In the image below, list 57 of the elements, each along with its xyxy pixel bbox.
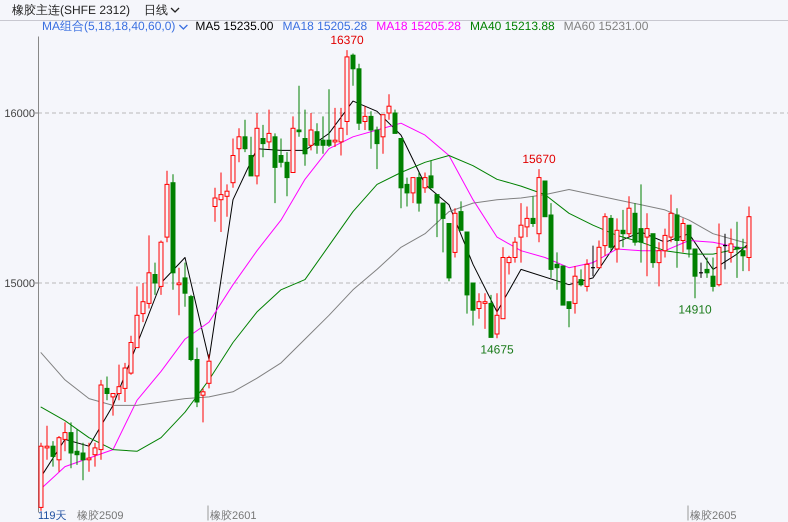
annotation: 16370 [330,33,364,48]
candlestick [104,376,110,401]
annotation: 橡胶2605 [690,509,736,522]
candlestick [614,218,620,264]
candlestick [530,196,536,228]
candlestick [248,136,254,176]
candlestick [242,119,248,153]
annotation: 橡胶2509 [77,509,124,522]
chart-subtitle: 日线 [144,3,168,17]
annotation: 119天 [38,510,67,522]
candlestick [266,109,272,150]
candlestick [458,200,464,231]
candlestick [386,94,392,120]
candlestick [176,267,182,316]
candlestick [260,124,266,158]
candlestick [710,257,716,292]
candlestick [200,388,206,423]
text: MA组合(5,18,18,40,60,0) [42,19,176,33]
candlestick [206,354,212,389]
y-tick-label: 15000 [4,278,35,290]
text: MA18 15205.28 [376,19,462,33]
candlestick [182,262,188,308]
candlestick [584,258,590,292]
chart-title: 橡胶主连(SHFE 2312) [12,3,130,17]
candlestick [644,212,650,277]
candlestick [422,172,428,194]
candlestick [410,177,416,204]
candlestick [680,218,686,253]
text: MA5 15235.00 [195,19,274,33]
candlestick [596,240,602,268]
candlestick [236,128,242,163]
candlestick [362,106,368,130]
annotation: 14675 [480,342,514,356]
candlestick [428,160,434,188]
y-tick-label: 16000 [4,108,35,120]
candlestick [728,228,734,264]
text: MA60 15231.00 [564,19,649,33]
candlestick [50,440,56,468]
text: MA40 15213.88 [470,19,555,33]
text: MA18 15205.28 [282,19,368,33]
candlestick [392,109,398,134]
candlestick [704,257,710,278]
annotation: 15670 [522,152,556,166]
candlestick [302,109,308,166]
candlestick [296,85,302,138]
annotation: 橡胶2601 [210,509,256,522]
candlestick [380,114,386,154]
candlestick [578,268,584,287]
candlestick [734,221,740,278]
candlestick [590,245,596,277]
candlestick [152,262,158,296]
candlestick [86,442,92,472]
candlestick [308,112,314,151]
candlestick [740,238,746,272]
candlestick [620,209,626,248]
annotation: 14910 [678,302,712,316]
candlestick [698,262,704,278]
